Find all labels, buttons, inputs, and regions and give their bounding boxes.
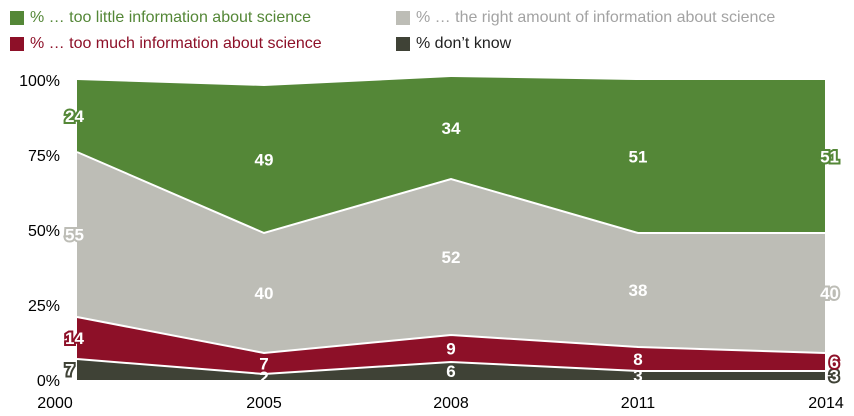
chart-areas bbox=[76, 77, 826, 380]
data-label: 3 bbox=[633, 367, 642, 386]
y-tick-label: 0% bbox=[37, 373, 60, 390]
data-label: 6 bbox=[830, 353, 839, 372]
data-label: 9 bbox=[446, 340, 455, 359]
area-series-3 bbox=[77, 77, 825, 233]
chart-legend: % … too little information about science… bbox=[0, 0, 854, 60]
area-series-2 bbox=[77, 152, 825, 353]
data-label: 38 bbox=[629, 281, 648, 300]
data-label: 2 bbox=[259, 368, 268, 387]
legend-item-right-amount: % … the right amount of information abou… bbox=[396, 9, 775, 27]
data-label: 3 bbox=[830, 367, 839, 386]
data-label: 40 bbox=[255, 284, 274, 303]
data-label: 34 bbox=[442, 119, 461, 138]
data-label: 7 bbox=[259, 355, 268, 374]
data-label: 52 bbox=[442, 248, 461, 267]
legend-item-dont-know: % don’t know bbox=[396, 35, 511, 53]
x-tick-label: 2008 bbox=[433, 395, 469, 412]
data-label: 51 bbox=[820, 148, 839, 167]
legend-label-dont-know: % don’t know bbox=[416, 35, 512, 52]
data-label: 49 bbox=[255, 151, 274, 170]
y-tick-label: 100% bbox=[19, 73, 60, 90]
y-axis: 0% 25% 50% 75% 100% bbox=[19, 73, 60, 390]
data-label: 51 bbox=[629, 148, 648, 167]
data-label: 7 bbox=[65, 361, 74, 380]
x-tick-label: 2000 bbox=[37, 395, 73, 412]
legend-label-right-amount: % … the right amount of information abou… bbox=[416, 9, 776, 26]
legend-item-too-little: % … too little information about science bbox=[10, 9, 311, 27]
data-label: 55 bbox=[65, 226, 84, 245]
y-tick-label: 25% bbox=[28, 298, 60, 315]
data-label: 14 bbox=[65, 329, 84, 348]
legend-item-too-much: % … too much information about science bbox=[10, 35, 322, 53]
area-series-1 bbox=[77, 317, 825, 374]
legend-swatch-dont-know bbox=[396, 37, 410, 51]
legend-label-too-much: % … too much information about science bbox=[30, 35, 322, 52]
area-boundary-line bbox=[76, 358, 825, 376]
data-label: 40 bbox=[820, 284, 839, 303]
legend-swatch-too-much bbox=[10, 37, 24, 51]
legend-swatch-right-amount bbox=[396, 11, 410, 25]
legend-swatch-too-little bbox=[10, 11, 24, 25]
legend-label-too-little: % … too little information about science bbox=[30, 9, 312, 26]
x-axis: 2000 2005 2008 2011 2014 bbox=[37, 395, 844, 412]
x-tick-label: 2005 bbox=[246, 395, 282, 412]
area-boundary-line bbox=[76, 151, 825, 235]
area-boundary-line bbox=[76, 316, 826, 355]
y-tick-label: 75% bbox=[28, 148, 60, 165]
x-tick-label: 2014 bbox=[808, 395, 844, 412]
x-tick-label: 2011 bbox=[621, 395, 656, 412]
data-label: 6 bbox=[446, 362, 455, 381]
data-label: 8 bbox=[633, 350, 642, 369]
y-tick-label: 50% bbox=[28, 223, 60, 240]
data-label: 24 bbox=[65, 107, 84, 126]
